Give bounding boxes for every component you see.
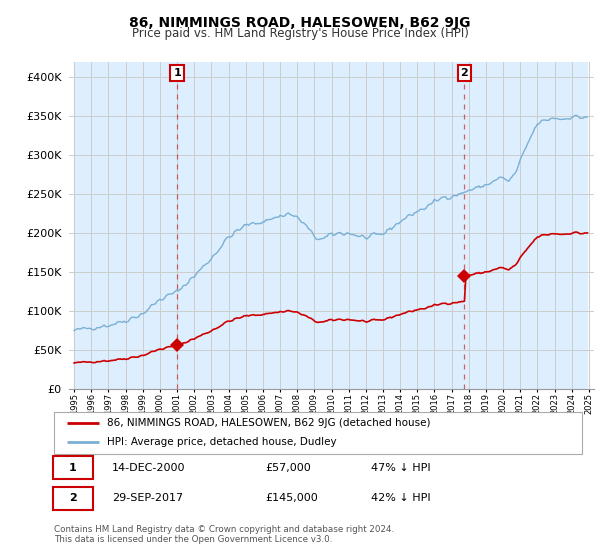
- Text: £57,000: £57,000: [265, 463, 311, 473]
- Text: 42% ↓ HPI: 42% ↓ HPI: [371, 493, 430, 503]
- Text: 14-DEC-2000: 14-DEC-2000: [112, 463, 185, 473]
- Text: 1: 1: [173, 68, 181, 78]
- FancyBboxPatch shape: [54, 412, 582, 454]
- Text: Contains HM Land Registry data © Crown copyright and database right 2024.: Contains HM Land Registry data © Crown c…: [54, 525, 394, 534]
- Text: 47% ↓ HPI: 47% ↓ HPI: [371, 463, 430, 473]
- Text: 1: 1: [69, 463, 77, 473]
- Text: 86, NIMMINGS ROAD, HALESOWEN, B62 9JG: 86, NIMMINGS ROAD, HALESOWEN, B62 9JG: [129, 16, 471, 30]
- Text: This data is licensed under the Open Government Licence v3.0.: This data is licensed under the Open Gov…: [54, 535, 332, 544]
- Text: HPI: Average price, detached house, Dudley: HPI: Average price, detached house, Dudl…: [107, 437, 337, 447]
- Text: 2: 2: [461, 68, 469, 78]
- Text: 2: 2: [69, 493, 77, 503]
- FancyBboxPatch shape: [53, 456, 92, 479]
- Text: Price paid vs. HM Land Registry's House Price Index (HPI): Price paid vs. HM Land Registry's House …: [131, 27, 469, 40]
- Text: £145,000: £145,000: [265, 493, 318, 503]
- FancyBboxPatch shape: [53, 487, 92, 510]
- Text: 29-SEP-2017: 29-SEP-2017: [112, 493, 183, 503]
- Text: 86, NIMMINGS ROAD, HALESOWEN, B62 9JG (detached house): 86, NIMMINGS ROAD, HALESOWEN, B62 9JG (d…: [107, 418, 430, 428]
